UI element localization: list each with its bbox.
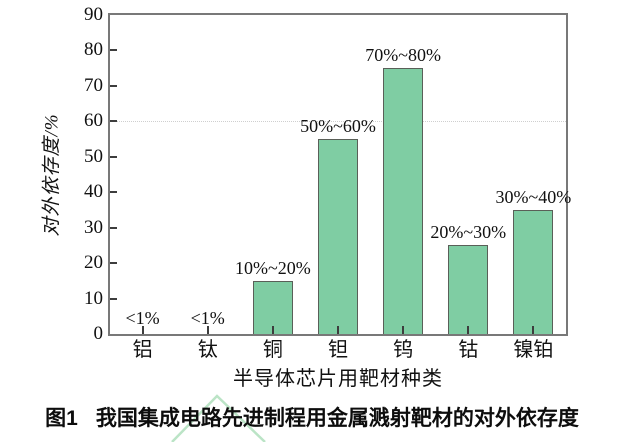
bar	[318, 139, 358, 334]
bar-value-label: <1%	[125, 308, 160, 328]
figure-caption: 图1 我国集成电路先进制程用金属溅射靶材的对外依存度	[0, 402, 624, 432]
y-tick-mark	[110, 191, 117, 194]
y-tick-label: 90	[84, 4, 103, 25]
y-axis-title: 对外依存度/%	[41, 113, 63, 237]
category-label: 镍铂	[513, 339, 554, 361]
caption-number: 图1	[45, 407, 78, 430]
y-tick-mark	[110, 84, 117, 87]
x-tick-mark	[467, 326, 470, 334]
x-tick-mark	[402, 326, 405, 334]
category-label: 钛	[197, 339, 218, 361]
y-tick-label: 70	[84, 74, 103, 96]
category-label: 钴	[458, 339, 479, 361]
y-tick-mark	[110, 49, 117, 52]
y-tick-mark	[110, 226, 117, 229]
y-tick-label: 0	[93, 323, 104, 344]
y-tick-label: 20	[84, 252, 103, 274]
bar-value-label: <1%	[190, 308, 225, 328]
y-tick-label: 50	[84, 145, 103, 167]
x-tick-mark	[337, 326, 339, 334]
bar-value-label: 70%~80%	[365, 45, 441, 66]
bar-value-label: 30%~40%	[495, 186, 572, 207]
x-axis-title: 半导体芯片用靶材种类	[233, 368, 443, 390]
category-label: 铜	[262, 339, 283, 361]
bar	[252, 280, 293, 334]
category-label: 铝	[132, 339, 153, 361]
x-tick-mark	[206, 326, 209, 334]
watermark-chevron	[171, 394, 266, 442]
category-label: 钨	[393, 339, 414, 361]
y-tick-label: 60	[84, 110, 103, 132]
y-tick-label: 40	[84, 181, 103, 203]
bar-value-label: 10%~20%	[234, 257, 311, 278]
y-tick-label: 80	[84, 39, 103, 61]
x-tick-mark	[141, 326, 144, 334]
bar	[383, 68, 424, 334]
caption-text: 我国集成电路先进制程用金属溅射靶材的对外依存度	[95, 407, 579, 430]
bar	[513, 209, 554, 334]
gridline-60	[110, 121, 566, 123]
y-tick-mark	[110, 297, 117, 300]
category-label: 钽	[328, 339, 348, 361]
x-tick-mark	[271, 326, 274, 334]
y-tick-mark	[110, 155, 117, 158]
y-tick-mark	[110, 262, 117, 265]
bar-value-label: 50%~60%	[300, 116, 376, 137]
bar	[448, 245, 489, 334]
bar-value-label: 20%~30%	[430, 222, 507, 243]
y-tick-label: 30	[84, 216, 103, 238]
y-tick-label: 10	[84, 287, 103, 309]
y-tick-mark	[110, 120, 117, 123]
x-tick-mark	[532, 326, 535, 334]
